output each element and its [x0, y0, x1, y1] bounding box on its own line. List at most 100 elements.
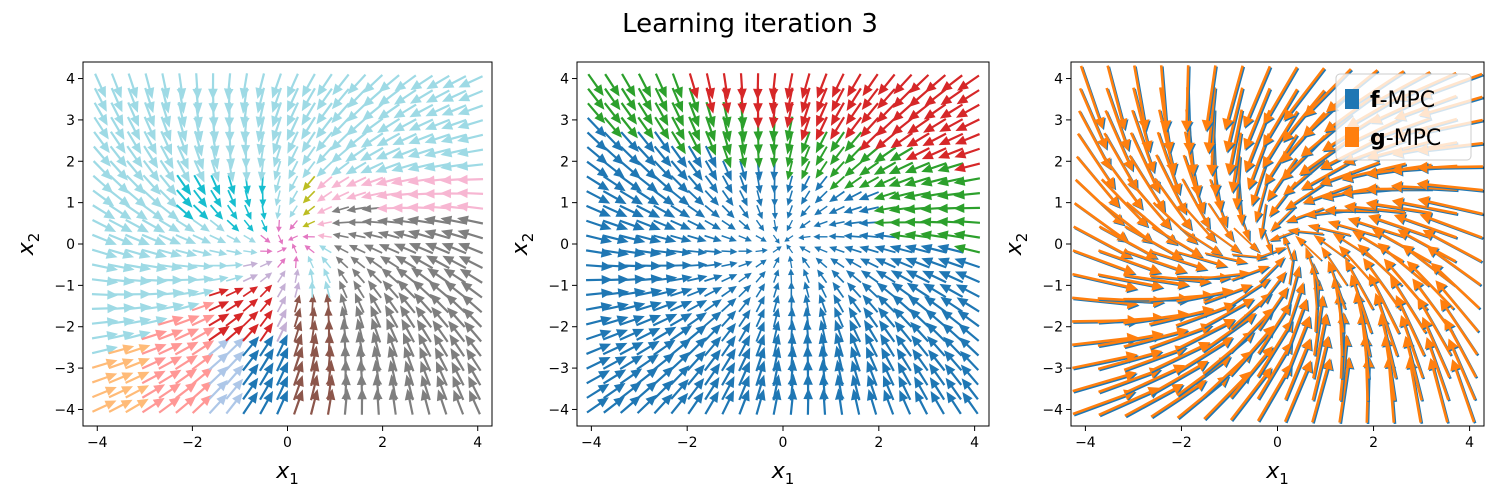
arrow [636, 175, 659, 193]
arrow [880, 333, 895, 357]
arrow [391, 203, 417, 213]
y-tick-label: 4 [66, 72, 75, 88]
arrow [93, 116, 109, 140]
arrow [376, 132, 401, 147]
arrow [335, 256, 349, 269]
arrow [801, 175, 811, 193]
arrow [799, 246, 811, 253]
arrow [445, 294, 466, 314]
arrow [920, 217, 947, 227]
arrow [393, 103, 417, 119]
arrow [360, 132, 384, 148]
arrow [108, 344, 135, 355]
arrow [893, 73, 913, 95]
arrow [755, 259, 767, 268]
arrow [92, 174, 114, 194]
arrow [144, 87, 155, 114]
arrow [293, 360, 304, 386]
arrow [772, 219, 779, 233]
arrow [226, 234, 242, 243]
arrow [859, 161, 880, 176]
arrow [457, 119, 484, 130]
arrow [293, 268, 300, 283]
arrow [309, 306, 318, 328]
arrow [669, 338, 692, 357]
arrow [704, 391, 719, 415]
arrow-g-mpc [1424, 337, 1450, 401]
arrow-g-mpc [1417, 196, 1483, 216]
arrow [670, 189, 690, 206]
arrow [653, 353, 675, 371]
arrow-g-mpc [1153, 177, 1192, 231]
arrow [819, 373, 829, 401]
arrow [669, 325, 693, 342]
arrow-f-mpc [1284, 68, 1327, 122]
arrow [753, 102, 763, 129]
arrow [586, 131, 607, 151]
arrow [843, 219, 862, 227]
arrow [704, 377, 720, 401]
arrow [784, 87, 795, 114]
arrow [828, 220, 845, 227]
arrow [636, 340, 660, 356]
arrow [425, 104, 450, 117]
arrow [849, 319, 862, 343]
arrow [427, 268, 450, 284]
arrow [110, 73, 122, 99]
arrow-g-mpc [1073, 202, 1129, 243]
arrow [423, 189, 450, 199]
arrow-g-mpc [1176, 287, 1234, 303]
arrow [849, 332, 861, 358]
arrow [271, 102, 282, 128]
arrow-g-mpc [1427, 357, 1449, 423]
arrow [158, 356, 183, 370]
arrow [704, 234, 722, 243]
arrow [277, 270, 286, 283]
arrow [889, 146, 914, 162]
arrow [256, 131, 266, 156]
arrow [874, 231, 896, 240]
arrow [845, 102, 862, 125]
arrow-f-mpc [1229, 133, 1244, 195]
arrow [738, 389, 750, 415]
arrow [620, 131, 639, 152]
arrow-g-mpc [1079, 65, 1105, 129]
arrow-g-mpc [1338, 334, 1352, 401]
arrow [241, 145, 251, 169]
arrow [603, 131, 623, 152]
arrow [721, 73, 731, 100]
arrow [289, 220, 298, 231]
arrow [317, 220, 332, 227]
x-axis-label: x1 [275, 459, 299, 488]
arrow [428, 280, 450, 299]
arrow [424, 133, 450, 144]
arrow [255, 73, 266, 99]
arrow [316, 102, 333, 125]
arrow-g-mpc [1072, 332, 1139, 347]
arrow [703, 323, 722, 342]
arrow [324, 319, 334, 343]
arrow [424, 148, 450, 158]
arrow-g-mpc [1360, 334, 1372, 401]
arrow [143, 145, 159, 169]
arrow-g-mpc [1338, 356, 1354, 423]
arrow [636, 160, 657, 180]
arrow [346, 218, 366, 227]
arrow [688, 87, 700, 114]
arrow [193, 189, 208, 208]
arrow [260, 248, 273, 255]
arrow [703, 349, 721, 372]
arrow [141, 370, 166, 385]
y-tick-label: −1 [548, 278, 569, 294]
arrow [721, 190, 734, 207]
arrow [325, 388, 336, 415]
arrow [440, 202, 467, 212]
arrow-g-mpc [1284, 338, 1312, 401]
arrow [243, 219, 254, 232]
panel-middle: −4 −2 0 2 4 −4 −3 −2 −1 0 1 2 3 4 x1 x2 [508, 61, 990, 488]
arrow [386, 318, 399, 343]
arrow [340, 331, 350, 358]
arrow-g-mpc [1295, 235, 1322, 261]
arrow [175, 262, 198, 271]
arrow [453, 389, 465, 415]
